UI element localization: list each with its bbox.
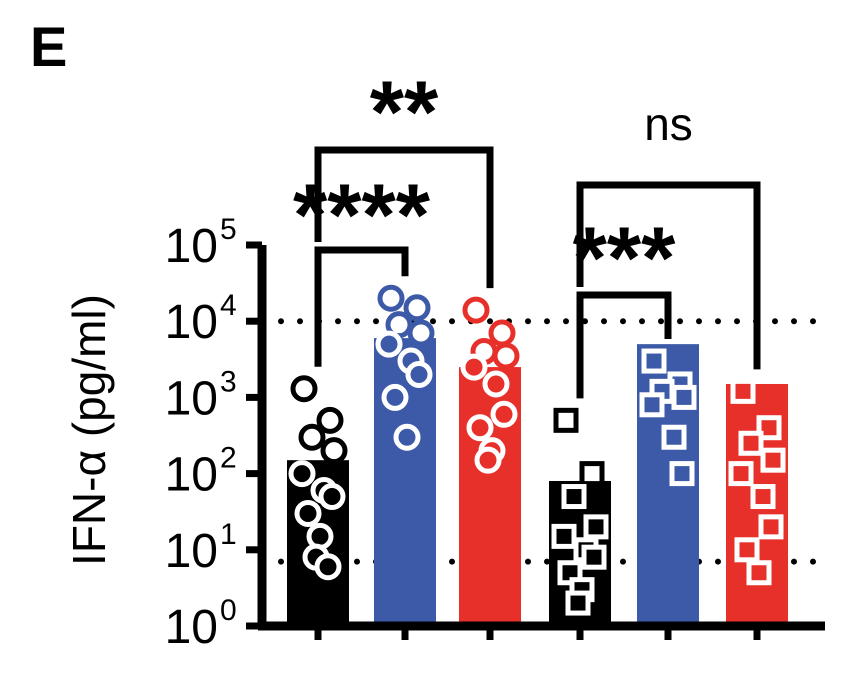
- data-point: [639, 392, 665, 418]
- significance-bracket-2: [576, 291, 672, 399]
- data-point: [460, 353, 488, 381]
- significance-bracket-0: [314, 246, 409, 367]
- data-point: [565, 590, 591, 616]
- data-point: [561, 484, 587, 510]
- data-point: [407, 319, 435, 347]
- data-point: [583, 514, 609, 540]
- significance-annotations: *********ns: [293, 62, 761, 399]
- data-point: [671, 384, 697, 410]
- significance-label-2: ***: [573, 208, 676, 307]
- significance-label-0: ****: [293, 165, 431, 264]
- y-tick-exponent: 2: [220, 442, 237, 475]
- data-point: [318, 483, 346, 511]
- y-tick-label: 10: [165, 372, 218, 425]
- data-point: [482, 370, 510, 398]
- y-tick-exponent: 0: [220, 594, 237, 627]
- data-point: [306, 522, 334, 550]
- data-point: [750, 484, 776, 510]
- data-point: [669, 461, 695, 487]
- data-point: [746, 560, 772, 586]
- y-tick-label: 10: [165, 601, 218, 654]
- data-point: [314, 553, 342, 581]
- data-point: [377, 284, 405, 312]
- data-point: [492, 342, 520, 370]
- reference-lines: [259, 318, 828, 565]
- panel-label: E: [30, 15, 67, 78]
- significance-label-1: **: [370, 62, 439, 161]
- data-point: [294, 499, 322, 527]
- data-point: [403, 294, 431, 322]
- data-point: [738, 430, 764, 456]
- y-tick-exponent: 3: [220, 365, 237, 398]
- data-point: [405, 360, 433, 388]
- y-tick-exponent: 4: [220, 289, 237, 322]
- data-point: [758, 514, 784, 540]
- data-point: [579, 461, 605, 487]
- data-point: [316, 406, 344, 434]
- significance-bracket-1: [314, 146, 494, 289]
- data-point: [488, 319, 516, 347]
- data-point: [553, 407, 579, 433]
- y-tick-label: 10: [165, 449, 218, 502]
- data-point: [490, 400, 518, 428]
- y-tick-label: 10: [165, 525, 218, 578]
- y-axis-label: IFN-α (pg/ml): [63, 294, 115, 566]
- y-tick-label: 10: [165, 296, 218, 349]
- significance-label-3: ns: [644, 98, 693, 150]
- data-point: [288, 460, 316, 488]
- data-point: [734, 537, 760, 563]
- data-points: [288, 284, 786, 616]
- y-tick-label: 10: [165, 220, 218, 273]
- data-point: [393, 423, 421, 451]
- data-point: [728, 461, 754, 487]
- data-point: [581, 544, 607, 570]
- data-point: [320, 437, 348, 465]
- data-point: [462, 296, 490, 324]
- data-point: [474, 446, 502, 474]
- y-tick-exponent: 1: [220, 518, 237, 551]
- data-point: [730, 378, 756, 404]
- data-point: [641, 348, 667, 374]
- data-point: [756, 415, 782, 441]
- data-point: [381, 383, 409, 411]
- data-point: [298, 423, 326, 451]
- data-point: [290, 375, 318, 403]
- data-point: [466, 414, 494, 442]
- data-point: [375, 330, 403, 358]
- bars: [287, 338, 788, 626]
- y-tick-exponent: 5: [220, 213, 237, 246]
- data-point: [760, 447, 786, 473]
- data-point: [661, 424, 687, 450]
- significance-bracket-3: [576, 181, 761, 370]
- data-point: [551, 523, 577, 549]
